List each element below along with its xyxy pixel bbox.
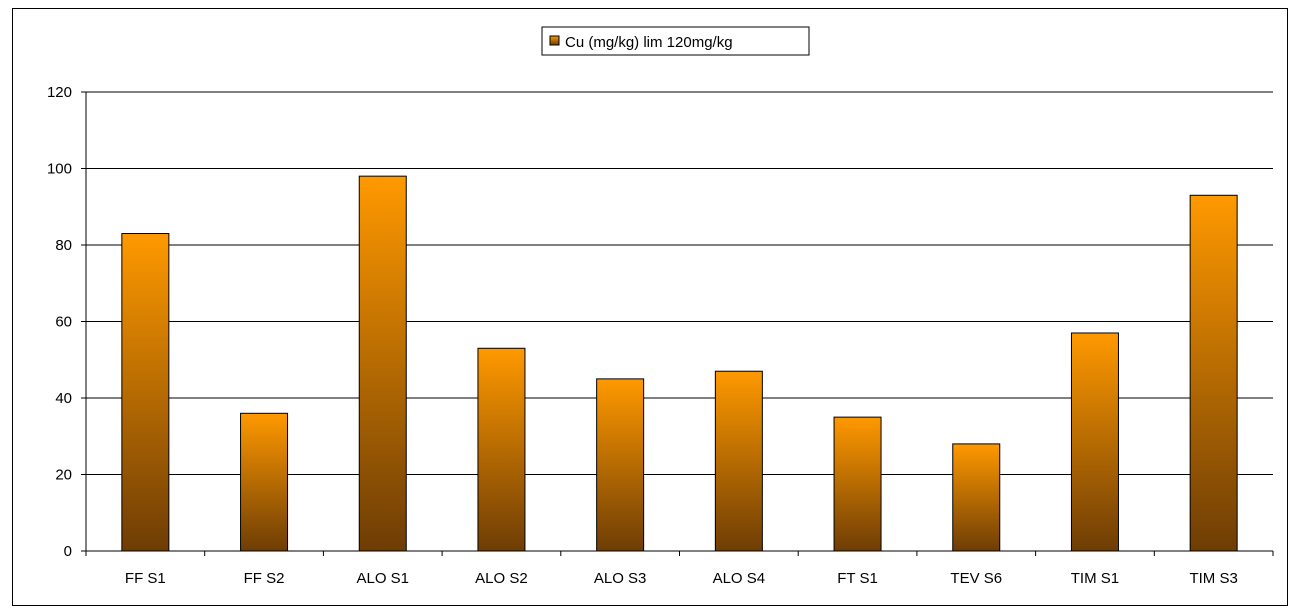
chart-frame: Cu (mg/kg) lim 120mg/kg 0 20 40 60 80 100 120 F…	[12, 8, 1288, 606]
y-tick-label: 120	[47, 84, 72, 101]
bar-tim-s3	[1189, 194, 1238, 552]
y-tick-label: 80	[55, 237, 72, 254]
x-tick-label: FF S1	[125, 570, 166, 587]
bar-tim-s1	[1070, 332, 1119, 552]
x-tick-label: ALO S4	[713, 570, 766, 587]
x-tick-label: ALO S2	[475, 570, 528, 587]
y-tick-label: 60	[55, 314, 72, 331]
x-tick-label: ALO S3	[594, 570, 647, 587]
axes	[81, 91, 1274, 556]
legend: Cu (mg/kg) lim 120mg/kg	[541, 26, 810, 56]
y-tick-label: 0	[64, 543, 72, 560]
bar-alo-s3	[596, 378, 645, 552]
x-tick-label: TEV S6	[950, 570, 1002, 587]
bar-ft-s1	[833, 416, 882, 552]
bars	[121, 175, 1238, 552]
x-tick-label: TIM S1	[1071, 570, 1119, 587]
x-tick-label: TIM S3	[1189, 570, 1237, 587]
bar-alo-s4	[714, 370, 763, 552]
legend-label: Cu (mg/kg) lim 120mg/kg	[565, 34, 733, 51]
y-tick-label: 20	[55, 467, 72, 484]
x-tick-label: FT S1	[837, 570, 878, 587]
bar-ff-s2	[240, 412, 289, 552]
legend-swatch	[549, 35, 560, 46]
legend-box	[541, 26, 810, 56]
bar-tev-s6	[952, 443, 1001, 552]
bar-alo-s2	[477, 347, 526, 552]
bar-chart: Cu (mg/kg) lim 120mg/kg 0 20 40 60 80 100 120 F…	[47, 26, 1274, 587]
x-tick-label: FF S2	[244, 570, 285, 587]
bar-ff-s1	[121, 233, 170, 552]
x-tick-label: ALO S1	[356, 570, 409, 587]
y-tick-label: 100	[47, 161, 72, 178]
axis-labels: 0 20 40 60 80 100 120 FF S1 FF S2 ALO S1 ALO S2 ALO…	[47, 84, 1238, 587]
y-tick-label: 40	[55, 390, 72, 407]
bar-alo-s1	[358, 175, 407, 552]
